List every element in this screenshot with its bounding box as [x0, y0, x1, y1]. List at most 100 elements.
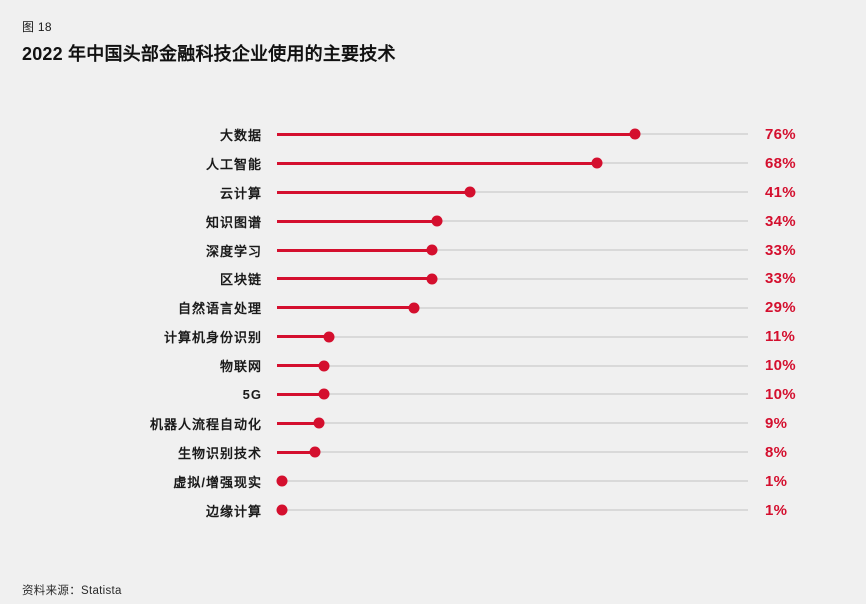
category-label: 云计算	[219, 185, 262, 201]
bar-dot	[313, 417, 325, 429]
chart-row: 人工智能 68%	[0, 149, 866, 178]
category-label: 人工智能	[205, 156, 262, 172]
category-label: 虚拟/增强现实	[173, 474, 262, 490]
bar-dot	[464, 186, 476, 198]
bar-dot	[591, 157, 603, 169]
bar-line	[277, 450, 315, 454]
value-label: 33%	[765, 241, 796, 259]
category-label: 深度学习	[205, 243, 262, 259]
bar-dot	[276, 504, 288, 516]
bar-track	[277, 156, 748, 170]
bar-track	[277, 387, 748, 401]
category-label: 计算机身份识别	[163, 330, 262, 346]
figure-number: 图 18	[22, 20, 52, 34]
bar-dot	[431, 215, 443, 227]
bar-dot	[323, 331, 335, 343]
category-label: 区块链	[219, 272, 262, 288]
chart-row: 5G 10%	[0, 380, 866, 409]
chart-row: 生物识别技术 8%	[0, 438, 866, 467]
value-label: 10%	[765, 357, 796, 375]
category-label: 大数据	[219, 127, 262, 143]
value-label: 41%	[765, 183, 796, 201]
bar-line	[277, 190, 471, 194]
bar-dot	[426, 244, 438, 256]
value-label: 9%	[765, 414, 788, 432]
track-baseline	[277, 306, 748, 309]
bar-track	[277, 214, 748, 228]
track-baseline	[277, 277, 748, 280]
value-label: 68%	[765, 154, 796, 172]
chart-row: 边缘计算 1%	[0, 496, 866, 525]
track-baseline	[277, 335, 748, 338]
track-baseline	[277, 364, 748, 367]
category-label: 5G	[242, 386, 262, 402]
chart-row: 区块链 33%	[0, 264, 866, 293]
chart-row: 物联网 10%	[0, 351, 866, 380]
value-label: 1%	[765, 501, 788, 519]
value-label: 33%	[765, 270, 796, 288]
chart-row: 自然语言处理 29%	[0, 293, 866, 322]
track-baseline	[277, 451, 748, 454]
bar-track	[276, 503, 748, 517]
track-baseline	[277, 422, 748, 425]
bar-dot	[318, 360, 330, 372]
bar-track	[277, 243, 748, 257]
value-label: 76%	[765, 125, 796, 143]
category-label: 边缘计算	[205, 503, 262, 519]
chart-row: 云计算 41%	[0, 178, 866, 207]
chart-row: 机器人流程自动化 9%	[0, 409, 866, 438]
bar-line	[277, 335, 329, 339]
bar-line	[277, 364, 325, 368]
bar-dot	[426, 273, 438, 285]
value-label: 29%	[765, 299, 796, 317]
bar-line	[277, 161, 598, 165]
bar-track	[277, 359, 748, 373]
chart-row: 虚拟/增强现实 1%	[0, 467, 866, 496]
value-label: 8%	[765, 443, 788, 461]
track-baseline	[277, 480, 748, 483]
chart-row: 知识图谱 34%	[0, 207, 866, 236]
bar-line	[277, 248, 433, 252]
bar-track	[276, 474, 748, 488]
bar-dot	[276, 475, 288, 487]
bar-line	[277, 392, 325, 396]
bar-track	[277, 127, 748, 141]
category-label: 生物识别技术	[177, 445, 262, 461]
lollipop-chart: 大数据 76% 人工智能 68% 云计算	[0, 120, 866, 524]
source-note: 资料来源：Statista	[22, 585, 122, 597]
bar-line	[277, 219, 438, 223]
bar-line	[277, 277, 433, 281]
value-label: 11%	[765, 328, 796, 346]
bar-track	[277, 185, 748, 199]
track-baseline	[277, 393, 748, 396]
track-baseline	[277, 509, 748, 512]
track-baseline	[277, 191, 748, 194]
bar-line	[277, 306, 414, 310]
bar-dot	[318, 388, 330, 400]
category-label: 自然语言处理	[177, 301, 262, 317]
category-label: 物联网	[219, 359, 262, 375]
value-label: 34%	[765, 212, 796, 230]
track-baseline	[277, 249, 748, 251]
bar-dot	[629, 128, 641, 140]
bar-line	[277, 132, 635, 136]
bar-track	[277, 301, 748, 315]
track-baseline	[277, 220, 748, 223]
bar-dot	[309, 446, 321, 458]
bar-track	[277, 330, 748, 344]
value-label: 10%	[765, 385, 796, 403]
chart-row: 大数据 76%	[0, 120, 866, 149]
bar-track	[277, 445, 748, 459]
chart-header: 图 18 2022 年中国头部金融科技企业使用的主要技术	[22, 18, 844, 66]
bar-dot	[408, 302, 420, 314]
category-label: 机器人流程自动化	[149, 416, 262, 432]
page-title: 2022 年中国头部金融科技企业使用的主要技术	[22, 44, 396, 64]
value-label: 1%	[765, 472, 788, 490]
bar-track	[277, 272, 748, 286]
chart-row: 深度学习 33%	[0, 236, 866, 265]
chart-row: 计算机身份识别 11%	[0, 322, 866, 351]
bar-track	[277, 416, 748, 430]
category-label: 知识图谱	[205, 214, 262, 230]
bar-line	[277, 421, 320, 425]
